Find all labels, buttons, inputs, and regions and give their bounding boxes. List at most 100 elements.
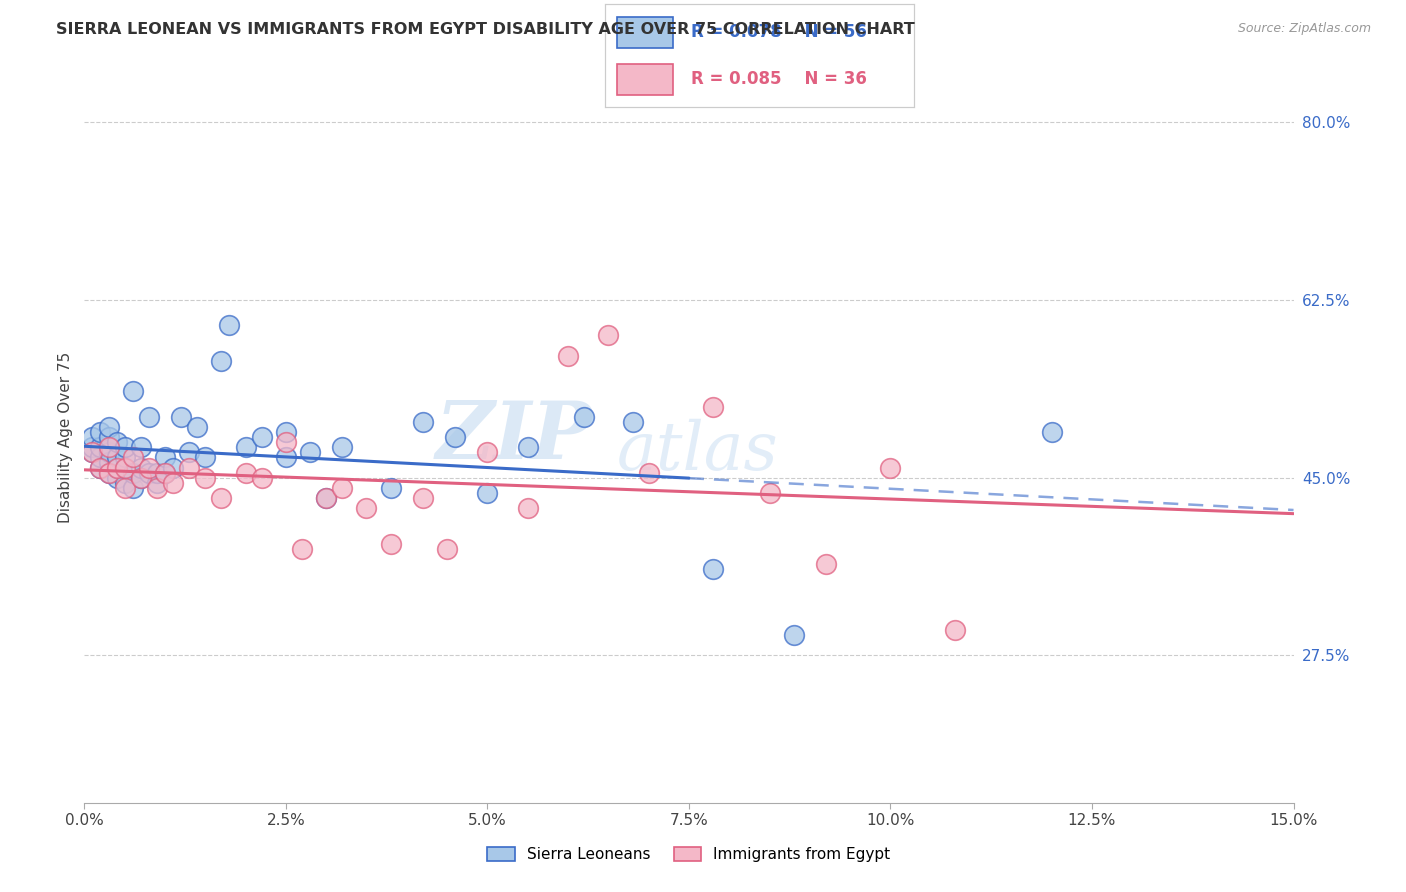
Point xyxy=(299,445,322,459)
Point xyxy=(783,628,806,642)
Point xyxy=(557,349,579,363)
Point xyxy=(105,471,128,485)
Point xyxy=(97,455,120,469)
Point xyxy=(138,460,160,475)
Point xyxy=(477,486,499,500)
Point xyxy=(516,440,538,454)
Point xyxy=(114,450,136,465)
Point xyxy=(218,318,240,333)
Point xyxy=(121,384,143,399)
Point xyxy=(89,450,111,465)
Point xyxy=(444,430,467,444)
Point xyxy=(162,460,184,475)
Point xyxy=(250,430,273,444)
Point xyxy=(194,450,217,465)
Point xyxy=(89,460,111,475)
Point xyxy=(97,440,120,454)
Point xyxy=(274,450,297,465)
Point xyxy=(114,440,136,454)
Point xyxy=(235,440,257,454)
Point xyxy=(1040,425,1063,439)
Point xyxy=(121,481,143,495)
Point xyxy=(330,440,353,454)
Point xyxy=(436,541,458,556)
Point xyxy=(209,491,232,505)
Point xyxy=(89,460,111,475)
Point xyxy=(330,481,353,495)
Point xyxy=(129,440,152,454)
Point xyxy=(82,445,104,459)
Point xyxy=(89,440,111,454)
Point xyxy=(105,450,128,465)
Point xyxy=(412,491,434,505)
Point xyxy=(82,445,104,459)
Point xyxy=(82,430,104,444)
Point xyxy=(82,440,104,454)
Point xyxy=(97,445,120,459)
Point xyxy=(114,460,136,475)
Point xyxy=(138,409,160,424)
Point xyxy=(89,425,111,439)
Point xyxy=(146,481,169,495)
Point xyxy=(291,541,314,556)
Point xyxy=(477,445,499,459)
Point xyxy=(637,466,659,480)
Point xyxy=(315,491,337,505)
Text: R = 0.078    N = 56: R = 0.078 N = 56 xyxy=(692,23,868,41)
Point xyxy=(179,445,201,459)
Text: R = 0.085    N = 36: R = 0.085 N = 36 xyxy=(692,70,868,88)
Bar xyxy=(617,64,672,95)
Point xyxy=(146,475,169,490)
Point xyxy=(380,537,402,551)
Point xyxy=(105,460,128,475)
Bar xyxy=(617,17,672,47)
Point xyxy=(814,557,837,571)
Point xyxy=(702,400,724,414)
Point xyxy=(114,475,136,490)
Point xyxy=(315,491,337,505)
Point xyxy=(114,481,136,495)
Point xyxy=(621,415,644,429)
Point xyxy=(129,471,152,485)
Point xyxy=(97,466,120,480)
Point xyxy=(97,420,120,434)
Point xyxy=(356,501,378,516)
Point xyxy=(274,425,297,439)
Point xyxy=(153,466,176,480)
Point xyxy=(702,562,724,576)
Point xyxy=(179,460,201,475)
Point xyxy=(235,466,257,480)
Point xyxy=(516,501,538,516)
Point xyxy=(121,466,143,480)
Point xyxy=(879,460,901,475)
Point xyxy=(97,466,120,480)
Point xyxy=(138,466,160,480)
Point xyxy=(572,409,595,424)
Point xyxy=(146,466,169,480)
Point xyxy=(105,460,128,475)
Point xyxy=(250,471,273,485)
Point xyxy=(943,623,966,637)
Point xyxy=(274,435,297,450)
Point xyxy=(105,435,128,450)
Text: SIERRA LEONEAN VS IMMIGRANTS FROM EGYPT DISABILITY AGE OVER 75 CORRELATION CHART: SIERRA LEONEAN VS IMMIGRANTS FROM EGYPT … xyxy=(56,22,915,37)
Point xyxy=(412,415,434,429)
Point xyxy=(153,450,176,465)
Point xyxy=(170,409,193,424)
Point xyxy=(129,460,152,475)
Point xyxy=(194,471,217,485)
Y-axis label: Disability Age Over 75: Disability Age Over 75 xyxy=(58,351,73,523)
Legend: Sierra Leoneans, Immigrants from Egypt: Sierra Leoneans, Immigrants from Egypt xyxy=(481,840,897,868)
Text: Source: ZipAtlas.com: Source: ZipAtlas.com xyxy=(1237,22,1371,36)
Point xyxy=(153,466,176,480)
Point xyxy=(121,450,143,465)
Point xyxy=(114,460,136,475)
Point xyxy=(758,486,780,500)
Point xyxy=(129,471,152,485)
Point xyxy=(598,328,620,343)
Point xyxy=(380,481,402,495)
Point xyxy=(162,475,184,490)
Text: ZIP: ZIP xyxy=(436,399,592,475)
Text: atlas: atlas xyxy=(616,419,778,484)
Point xyxy=(209,354,232,368)
